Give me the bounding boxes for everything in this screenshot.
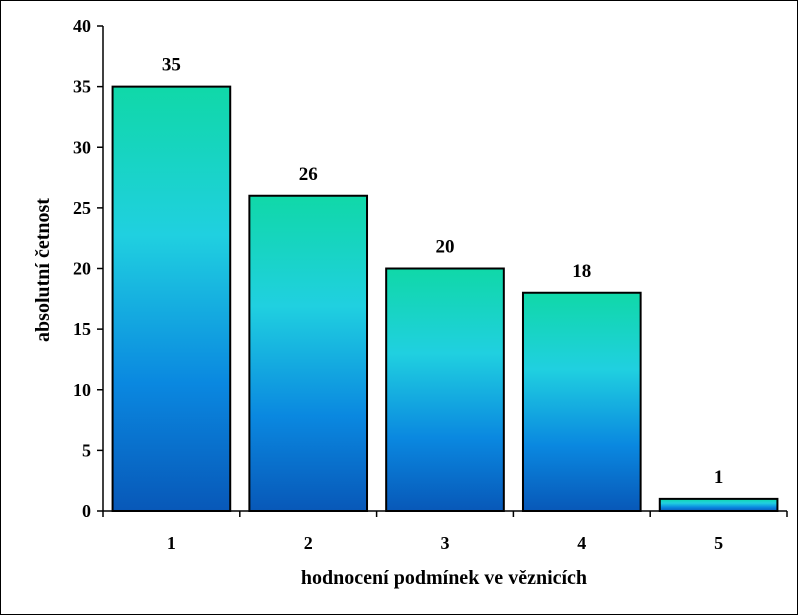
x-tick-label-4: 4 <box>577 533 586 553</box>
data-label-2: 26 <box>299 164 318 185</box>
data-label-3: 20 <box>436 237 455 258</box>
data-labels-group: 35 26 20 18 1 <box>162 55 723 488</box>
bars-group <box>111 85 779 512</box>
bar-4 <box>521 291 642 512</box>
y-tick-label-15: 15 <box>73 319 91 339</box>
bar-5 <box>658 497 779 512</box>
data-label-4: 18 <box>572 261 591 282</box>
x-axis: 1 2 3 4 5 <box>102 510 788 553</box>
x-axis-label: hodnocení podmínek ve věznicích <box>301 567 587 589</box>
bar-1 <box>111 85 232 512</box>
x-tick-label-1: 1 <box>167 533 176 553</box>
bar-3 <box>385 267 505 512</box>
bar-2 <box>248 194 369 512</box>
x-tick-label-5: 5 <box>714 533 723 553</box>
data-label-5: 1 <box>714 467 724 488</box>
y-axis: 0 5 10 15 20 25 30 35 40 <box>73 16 104 521</box>
y-tick-label-10: 10 <box>73 380 91 400</box>
y-tick-label-40: 40 <box>73 16 91 36</box>
y-tick-label-5: 5 <box>82 440 91 460</box>
x-tick-label-2: 2 <box>304 533 313 553</box>
y-tick-label-30: 30 <box>73 137 91 157</box>
data-label-1: 35 <box>162 55 181 76</box>
y-axis-label: absolutní četnost <box>32 198 54 342</box>
y-tick-label-35: 35 <box>73 77 91 97</box>
x-tick-label-3: 3 <box>441 533 450 553</box>
y-tick-label-25: 25 <box>73 198 91 218</box>
y-tick-label-0: 0 <box>82 501 91 521</box>
y-tick-label-20: 20 <box>73 259 91 279</box>
